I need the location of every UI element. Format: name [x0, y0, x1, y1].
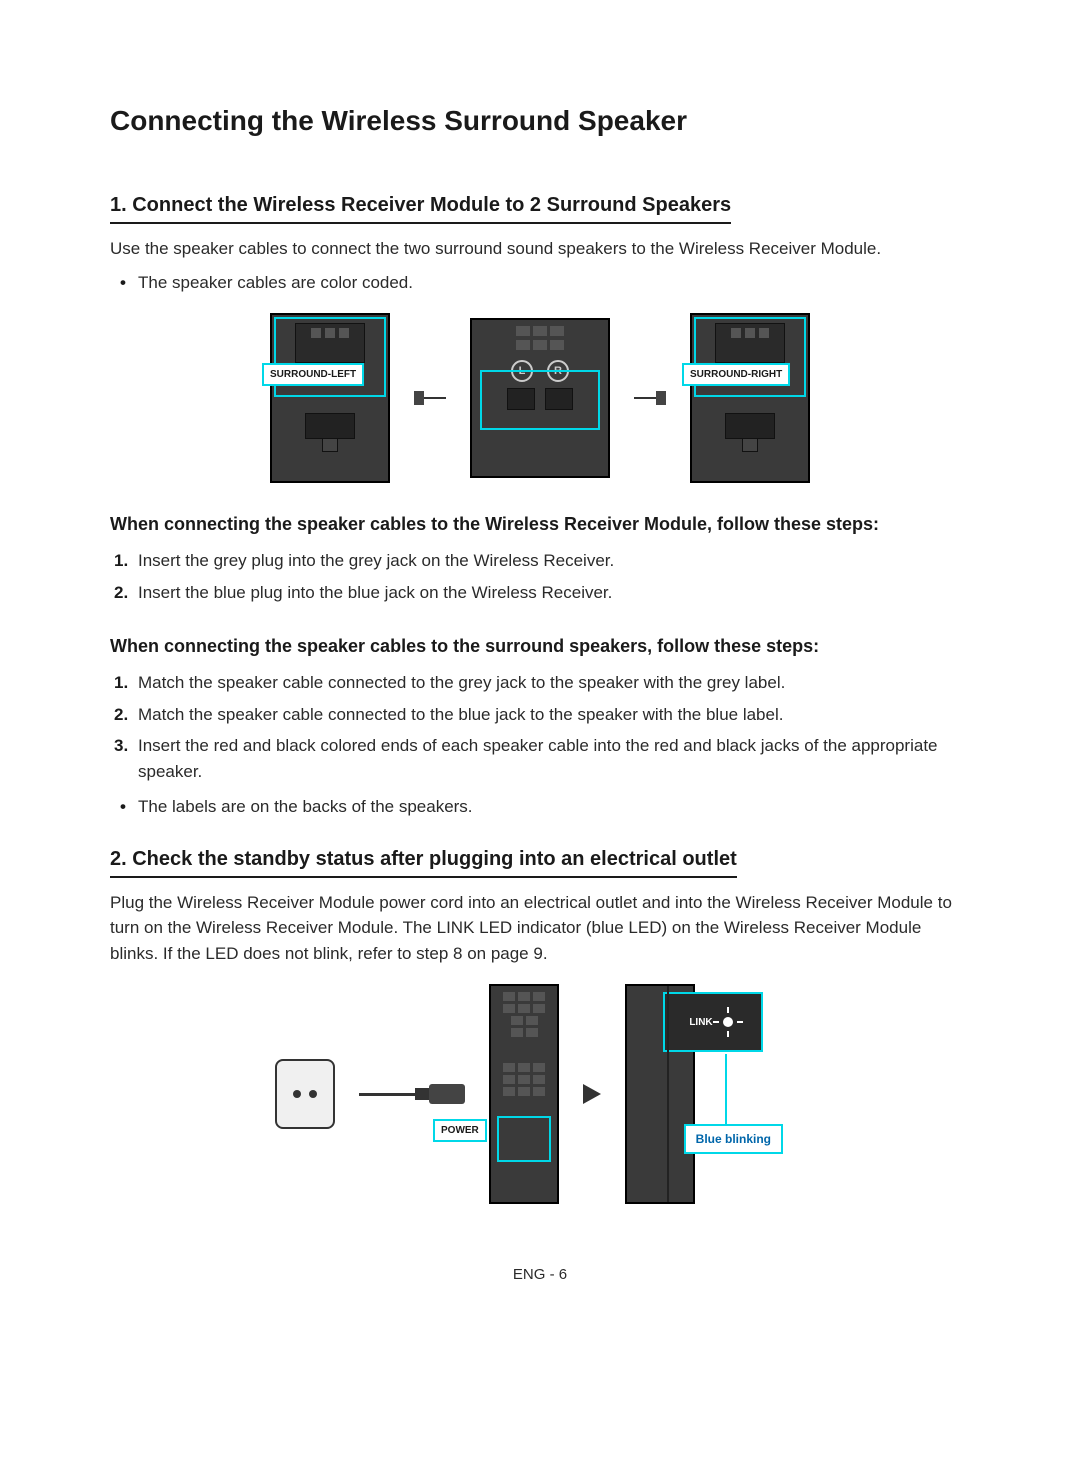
led-blinking-icon	[719, 1013, 737, 1031]
section2-heading: 2. Check the standby status after pluggi…	[110, 844, 737, 878]
section1-sub2-step1: 1.Match the speaker cable connected to t…	[138, 670, 970, 696]
section1-bullet1: The speaker cables are color coded.	[138, 270, 970, 296]
wireless-receiver-module: L R	[470, 318, 610, 478]
page-title: Connecting the Wireless Surround Speaker	[110, 100, 970, 142]
surround-left-label: SURROUND-LEFT	[262, 363, 364, 386]
section1-sub1-heading: When connecting the speaker cables to th…	[110, 511, 970, 538]
cable-right	[634, 391, 666, 405]
link-led-panel: LINK	[663, 992, 763, 1052]
section1-sub2-step2: 2.Match the speaker cable connected to t…	[138, 702, 970, 728]
cable-left	[414, 391, 446, 405]
blue-blinking-label: Blue blinking	[684, 1124, 783, 1154]
receiver-module-back: POWER	[489, 984, 559, 1204]
surround-left-speaker: SURROUND-LEFT	[270, 313, 390, 483]
section1-sub1-step2-text: Insert the blue plug into the blue jack …	[138, 583, 612, 602]
power-cord	[359, 1084, 465, 1104]
diagram-power-connection: POWER LINK Blue blinking	[110, 984, 970, 1204]
section1-sub1-step1-text: Insert the grey plug into the grey jack …	[138, 551, 614, 570]
section1-sub2-step2-text: Match the speaker cable connected to the…	[138, 705, 783, 724]
section1-intro: Use the speaker cables to connect the tw…	[110, 236, 970, 262]
link-label: LINK	[689, 1015, 712, 1030]
section1-sub2-heading: When connecting the speaker cables to th…	[110, 633, 970, 660]
section1-sub2-step1-text: Match the speaker cable connected to the…	[138, 673, 785, 692]
surround-right-label: SURROUND-RIGHT	[682, 363, 790, 386]
section1-sub1-step2: 2.Insert the blue plug into the blue jac…	[138, 580, 970, 606]
electrical-outlet-icon	[275, 1059, 335, 1129]
receiver-l-mark: L	[511, 360, 533, 382]
surround-right-speaker: SURROUND-RIGHT	[690, 313, 810, 483]
section1-sub2-step3: 3.Insert the red and black colored ends …	[138, 733, 970, 784]
receiver-module-side: LINK Blue blinking	[625, 984, 695, 1204]
section1-sub2-step3-text: Insert the red and black colored ends of…	[138, 736, 938, 781]
section2-intro: Plug the Wireless Receiver Module power …	[110, 890, 970, 967]
diagram-speaker-connection: SURROUND-LEFT L R SURROUND-RIGHT	[110, 313, 970, 483]
section1-sub2-bullet1: The labels are on the backs of the speak…	[138, 794, 970, 820]
section1-heading: 1. Connect the Wireless Receiver Module …	[110, 190, 731, 224]
arrow-right-icon	[583, 1084, 601, 1104]
section1-sub1-step1: 1.Insert the grey plug into the grey jac…	[138, 548, 970, 574]
page-footer: ENG - 6	[110, 1264, 970, 1287]
receiver-r-mark: R	[547, 360, 569, 382]
power-label: POWER	[433, 1119, 487, 1142]
